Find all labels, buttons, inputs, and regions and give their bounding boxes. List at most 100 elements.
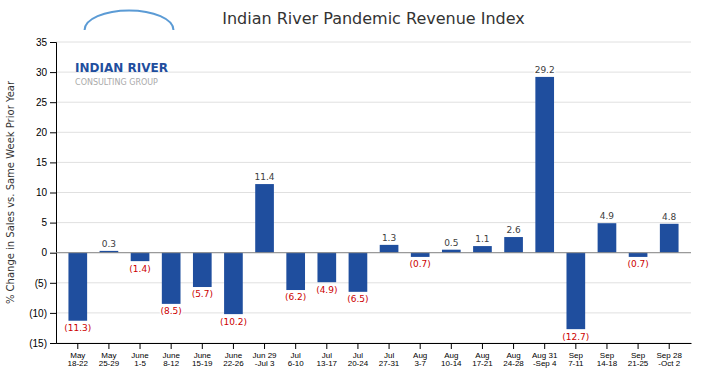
x-tick-label: Aug3-7 <box>413 351 427 369</box>
y-tick-mark <box>50 313 56 314</box>
x-tick-label-line: 21-25 <box>628 359 649 368</box>
x-tick-mark <box>451 343 452 349</box>
bar <box>535 77 554 253</box>
y-tick-mark <box>50 42 56 43</box>
y-tick-label: (15) <box>29 338 47 349</box>
x-tick-mark <box>544 343 545 349</box>
x-tick-mark <box>420 343 421 349</box>
x-tick-mark <box>171 343 172 349</box>
x-tick: June1-5 <box>131 343 149 368</box>
y-tick-mark <box>50 343 56 344</box>
x-tick: Sep21-25 <box>628 343 649 368</box>
x-tick-label-line: 13-17 <box>317 359 338 368</box>
y-tick-mark <box>50 253 56 254</box>
x-tick-mark <box>77 343 78 349</box>
y-tick-label: (10) <box>29 308 47 319</box>
y-tick-mark <box>50 283 56 284</box>
y-tick-label: 10 <box>36 187 48 198</box>
grid-line <box>56 343 691 344</box>
y-tick-label: 15 <box>36 157 48 168</box>
x-tick-label-line: Jul <box>384 351 394 360</box>
data-label: (12.7) <box>562 332 589 342</box>
bar <box>629 253 648 257</box>
bar <box>504 237 523 253</box>
y-axis-title: % Change in Sales vs. Same Week Prior Ye… <box>5 80 16 304</box>
bars <box>68 77 678 329</box>
bar <box>566 253 585 329</box>
y-tick-label: 35 <box>36 37 48 48</box>
x-tick-label: Aug10-14 <box>441 351 462 369</box>
data-label: 1.1 <box>475 234 489 244</box>
x-tick-label: June8-12 <box>162 351 180 369</box>
zero-line <box>56 252 691 253</box>
x-tick-label-line: Jul <box>322 351 332 360</box>
data-label: (0.7) <box>410 259 431 269</box>
x-tick-mark <box>264 343 265 349</box>
x-tick-label-line: Jul <box>353 351 363 360</box>
x-tick: May25-29 <box>99 343 120 368</box>
x-tick-label: Aug 31-Sep 4 <box>532 351 558 369</box>
x-tick-label-line: 6-10 <box>288 359 305 368</box>
x-tick-label-line: 27-31 <box>379 359 400 368</box>
bar <box>411 253 430 257</box>
x-tick-label-line: June <box>194 351 212 360</box>
x-tick-label: Sep14-18 <box>597 351 618 369</box>
data-label: 1.3 <box>382 233 396 243</box>
x-tick-label-line: 24-28 <box>503 359 524 368</box>
y-tick-label: 0 <box>41 247 47 258</box>
y-tick: (10) <box>29 308 56 319</box>
grid-line <box>56 132 691 133</box>
x-tick-label-line: Sep 28 <box>657 351 683 360</box>
y-tick-mark <box>50 72 56 73</box>
x-tick-label: Sep 28-Oct 2 <box>657 351 683 369</box>
x-tick-label: Sep7-11 <box>568 351 584 369</box>
data-label: (5.7) <box>192 289 213 299</box>
grid-line <box>56 42 691 43</box>
x-tick: June22-26 <box>223 343 244 368</box>
x-tick: Aug24-28 <box>503 343 524 368</box>
x-tick-label: June15-19 <box>192 351 213 369</box>
y-tick-mark <box>50 132 56 133</box>
y-tick-label: (5) <box>35 278 47 289</box>
y-tick: 30 <box>36 67 56 78</box>
x-tick-label-line: Jul <box>291 351 301 360</box>
data-label: 0.5 <box>444 238 458 248</box>
x-tick-mark <box>638 343 639 349</box>
x-tick-mark <box>482 343 483 349</box>
y-tick: 5 <box>41 217 56 228</box>
x-tick-label-line: May <box>70 351 85 360</box>
x-tick-label: May18-22 <box>68 351 89 369</box>
logo-main: INDIAN RIVER <box>75 61 168 75</box>
x-tick-mark <box>513 343 514 349</box>
y-tick-mark <box>50 223 56 224</box>
x-tick-label-line: Sep <box>600 351 615 360</box>
y-tick: 25 <box>36 97 56 108</box>
bar <box>131 253 150 261</box>
x-tick: Sep 28-Oct 2 <box>657 343 683 368</box>
x-tick-mark <box>669 343 670 349</box>
grid-line <box>56 282 691 283</box>
x-tick-mark <box>606 343 607 349</box>
x-tick: June15-19 <box>192 343 213 368</box>
y-tick: (5) <box>35 278 56 289</box>
x-tick: Aug 31-Sep 4 <box>532 343 558 368</box>
x-tick-label-line: 1-5 <box>134 359 146 368</box>
data-label: (8.5) <box>160 306 181 316</box>
x-tick: Sep14-18 <box>597 343 618 368</box>
x-tick-label-line: 8-12 <box>163 359 180 368</box>
y-tick-mark <box>50 102 56 103</box>
x-tick-label-line: 3-7 <box>414 359 426 368</box>
x-tick-label-line: 7-11 <box>568 359 584 368</box>
x-tick-label: Sep21-25 <box>628 351 649 369</box>
bar <box>224 253 243 314</box>
grid-line <box>56 222 691 223</box>
y-axis-line <box>50 43 57 344</box>
x-tick-label-line: Aug <box>506 351 520 360</box>
x-tick: May18-22 <box>68 343 89 368</box>
x-tick-label-line: May <box>101 351 116 360</box>
y-tick-label: 30 <box>36 67 48 78</box>
x-tick: Jul20-24 <box>348 343 369 368</box>
x-tick: Aug10-14 <box>441 343 462 368</box>
x-tick-label-line: 14-18 <box>597 359 618 368</box>
data-labels: (11.3)0.3(1.4)(8.5)(5.7)(10.2)11.4(6.2)(… <box>64 65 676 342</box>
